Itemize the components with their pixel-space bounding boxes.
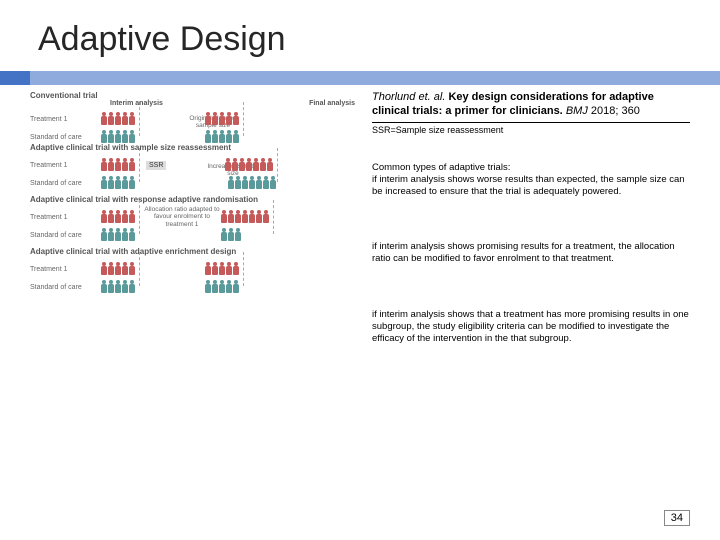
description-block: Common types of adaptive trials: if inte…	[372, 162, 690, 198]
people-icon	[204, 112, 239, 126]
trial-row: Treatment 1 Original planned sample size	[30, 111, 248, 127]
trial-row: Standard of care	[30, 227, 278, 243]
panel-body: Treatment 1 SSR Increased sample size	[30, 153, 360, 193]
mid-label: Allocation ratio adapted to favour enrol…	[144, 206, 220, 227]
row-label: Standard of care	[30, 134, 100, 141]
citation-year: 2018; 360	[591, 105, 640, 117]
ssr-note: SSR=Sample size reassessment	[372, 125, 690, 136]
citation: Thorlund et. al. Key design consideratio…	[372, 91, 690, 123]
panel-conventional: Conventional trial Interim analysis Fina…	[30, 91, 360, 141]
description-block: if interim analysis shows promising resu…	[372, 241, 690, 265]
people-icon	[227, 176, 276, 190]
panel-body: Treatment 1 Allocation ratio adapted to …	[30, 205, 360, 245]
people-icon	[220, 210, 269, 224]
trial-row: Standard of care	[30, 175, 282, 191]
desc-text: if interim analysis shows promising resu…	[372, 241, 675, 264]
trial-row: Standard of care	[30, 279, 248, 295]
panel-ssr: Adaptive clinical trial with sample size…	[30, 143, 360, 193]
figure-column: Conventional trial Interim analysis Fina…	[30, 91, 360, 345]
accent-bar	[30, 71, 720, 85]
people-icon	[100, 112, 135, 126]
trial-row: Standard of care	[30, 129, 248, 145]
row-label: Treatment 1	[30, 214, 100, 221]
people-icon	[100, 210, 135, 224]
panel-body: Treatment 1 Standard of care	[30, 257, 360, 297]
row-label: Treatment 1	[30, 162, 100, 169]
slide-title: Adaptive Design	[38, 20, 690, 59]
panel-enrichment: Adaptive clinical trial with adaptive en…	[30, 247, 360, 297]
panel-rar: Adaptive clinical trial with response ad…	[30, 195, 360, 245]
people-icon	[204, 262, 239, 276]
row-label: Standard of care	[30, 180, 100, 187]
trial-row: Treatment 1 SSR Increased sample size	[30, 157, 282, 173]
people-icon	[100, 228, 135, 242]
phase-labels: Interim analysis Final analysis	[110, 100, 355, 107]
panel-title: Conventional trial	[30, 91, 360, 100]
slide: Adaptive Design Conventional trial Inter…	[0, 0, 720, 540]
final-label: Final analysis	[309, 100, 355, 107]
desc-text: if interim analysis shows that a treatme…	[372, 309, 689, 344]
page-number: 34	[664, 510, 690, 526]
people-icon	[204, 130, 239, 144]
people-icon	[224, 158, 273, 172]
people-icon	[220, 228, 241, 242]
trial-row: Treatment 1 Allocation ratio adapted to …	[30, 209, 278, 225]
row-label: Treatment 1	[30, 266, 100, 273]
citation-authors: Thorlund et. al.	[372, 91, 445, 103]
people-icon	[100, 158, 135, 172]
people-icon	[100, 262, 135, 276]
description-block: if interim analysis shows that a treatme…	[372, 309, 690, 345]
citation-journal: BMJ	[566, 105, 588, 117]
interim-label: Interim analysis	[110, 100, 163, 107]
people-icon	[100, 130, 135, 144]
desc-intro: Common types of adaptive trials:	[372, 162, 510, 173]
content-area: Conventional trial Interim analysis Fina…	[30, 91, 690, 345]
row-label: Treatment 1	[30, 116, 100, 123]
people-icon	[100, 280, 135, 294]
people-icon	[204, 280, 239, 294]
row-label: Standard of care	[30, 232, 100, 239]
panel-body: Interim analysis Final analysis Treatmen…	[30, 101, 360, 141]
people-icon	[100, 176, 135, 190]
ssr-badge: SSR	[146, 161, 166, 170]
row-label: Standard of care	[30, 284, 100, 291]
text-column: Thorlund et. al. Key design consideratio…	[360, 91, 690, 345]
desc-text: if interim analysis shows worse results …	[372, 174, 685, 197]
trial-row: Treatment 1	[30, 261, 248, 277]
